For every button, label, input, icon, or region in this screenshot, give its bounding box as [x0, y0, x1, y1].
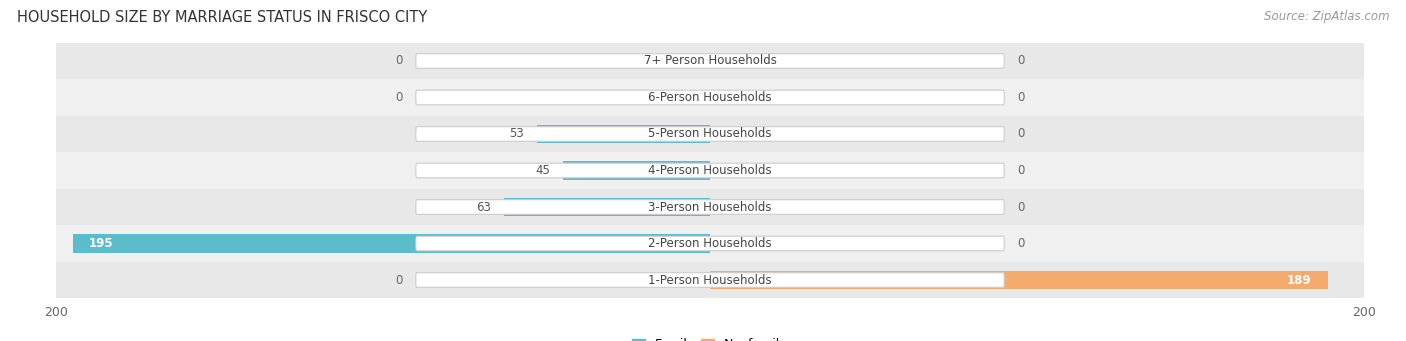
- Bar: [73, 234, 710, 253]
- FancyBboxPatch shape: [416, 236, 1004, 251]
- Text: 0: 0: [1018, 164, 1025, 177]
- Bar: [562, 161, 710, 180]
- Text: 1-Person Households: 1-Person Households: [648, 273, 772, 286]
- Text: 2-Person Households: 2-Person Households: [648, 237, 772, 250]
- Text: 0: 0: [1018, 201, 1025, 213]
- Bar: [537, 124, 710, 144]
- FancyBboxPatch shape: [416, 54, 1004, 68]
- Text: 4-Person Households: 4-Person Households: [648, 164, 772, 177]
- Bar: [56, 79, 1364, 116]
- Legend: Family, Nonfamily: Family, Nonfamily: [633, 338, 787, 341]
- FancyBboxPatch shape: [416, 163, 1004, 178]
- Text: 0: 0: [1018, 128, 1025, 140]
- Text: 3-Person Households: 3-Person Households: [648, 201, 772, 213]
- Text: 63: 63: [477, 201, 491, 213]
- Text: 7+ Person Households: 7+ Person Households: [644, 55, 776, 68]
- Bar: [505, 197, 710, 217]
- Text: HOUSEHOLD SIZE BY MARRIAGE STATUS IN FRISCO CITY: HOUSEHOLD SIZE BY MARRIAGE STATUS IN FRI…: [17, 10, 427, 25]
- Bar: [56, 189, 1364, 225]
- Bar: [56, 225, 1364, 262]
- FancyBboxPatch shape: [416, 90, 1004, 105]
- Text: 45: 45: [534, 164, 550, 177]
- Text: 0: 0: [1018, 55, 1025, 68]
- Text: 0: 0: [395, 91, 402, 104]
- FancyBboxPatch shape: [416, 273, 1004, 287]
- Text: 195: 195: [89, 237, 114, 250]
- Bar: [56, 152, 1364, 189]
- Bar: [56, 116, 1364, 152]
- Bar: [710, 270, 1327, 290]
- Text: 0: 0: [395, 55, 402, 68]
- Text: 189: 189: [1286, 273, 1312, 286]
- Text: 5-Person Households: 5-Person Households: [648, 128, 772, 140]
- Text: 0: 0: [1018, 91, 1025, 104]
- Text: 53: 53: [509, 128, 523, 140]
- Text: 6-Person Households: 6-Person Households: [648, 91, 772, 104]
- FancyBboxPatch shape: [416, 127, 1004, 141]
- Text: 0: 0: [395, 273, 402, 286]
- Bar: [56, 43, 1364, 79]
- FancyBboxPatch shape: [416, 200, 1004, 214]
- Bar: [56, 262, 1364, 298]
- Text: 0: 0: [1018, 237, 1025, 250]
- Text: Source: ZipAtlas.com: Source: ZipAtlas.com: [1264, 10, 1389, 23]
